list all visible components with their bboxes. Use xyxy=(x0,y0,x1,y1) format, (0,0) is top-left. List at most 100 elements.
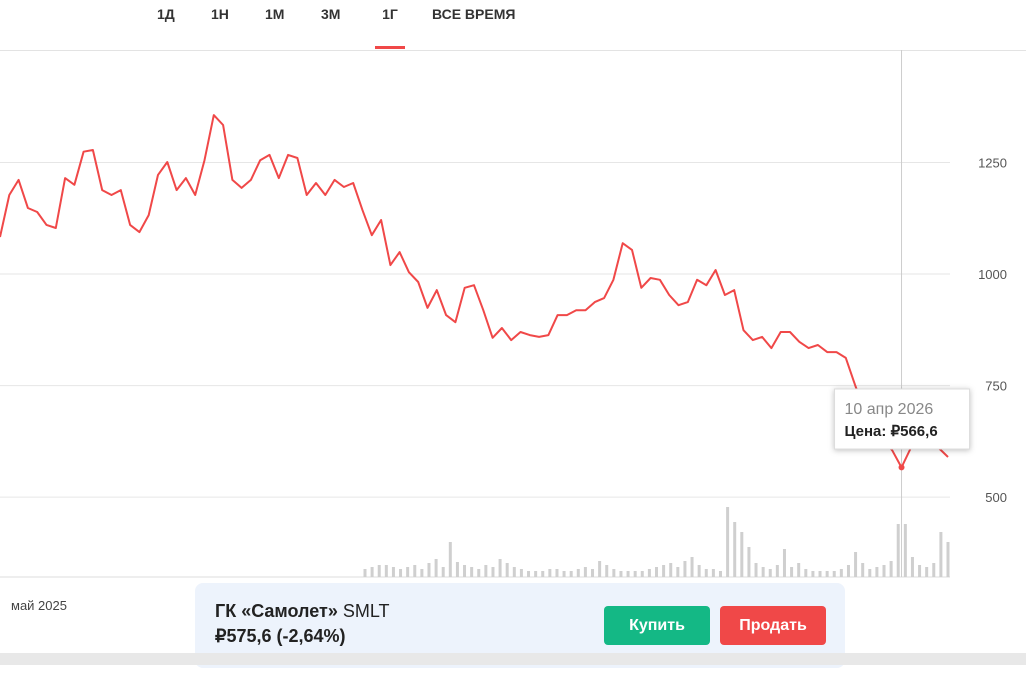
volume-bar xyxy=(925,567,929,577)
volume-bar xyxy=(818,571,822,577)
volume-bar xyxy=(541,571,545,577)
volume-bar xyxy=(726,507,730,577)
tooltip-date: 10 апр 2026 xyxy=(845,401,934,418)
volume-bar xyxy=(832,571,836,577)
volume-bar xyxy=(384,565,388,577)
volume-bar xyxy=(640,571,644,577)
volume-bar xyxy=(612,569,616,577)
ticker: SMLT xyxy=(342,601,390,621)
volume-bar xyxy=(768,569,772,577)
volume-bar xyxy=(399,569,403,577)
period-tab[interactable]: 1Г xyxy=(375,6,405,49)
volume-bar xyxy=(498,559,502,577)
price-line xyxy=(0,114,949,469)
volume-bar xyxy=(441,567,445,577)
volume-bar xyxy=(519,569,523,577)
volume-bar xyxy=(889,561,893,577)
volume-bar xyxy=(370,567,374,577)
y-tick-label: 1250 xyxy=(978,155,1007,170)
volume-bar xyxy=(704,569,708,577)
volume-bar xyxy=(598,561,602,577)
volume-bar xyxy=(910,557,914,577)
volume-bar xyxy=(413,565,417,577)
volume-bar xyxy=(662,565,666,577)
volume-bar xyxy=(477,569,481,577)
sell-button[interactable]: Продать xyxy=(720,606,826,645)
volume-bar xyxy=(918,565,922,577)
volume-bar xyxy=(420,569,424,577)
volume-bar xyxy=(605,565,609,577)
volume-bar xyxy=(782,549,786,577)
y-tick-label: 750 xyxy=(985,379,1007,394)
volume-bar xyxy=(896,524,900,577)
volume-bar xyxy=(861,563,865,577)
volume-bar xyxy=(434,559,438,577)
volume-bar xyxy=(583,567,587,577)
tooltip-box xyxy=(834,388,971,450)
volume-bar xyxy=(491,567,495,577)
volume-bar xyxy=(839,569,843,577)
volume-bar xyxy=(939,532,943,577)
period-tab[interactable]: 1М xyxy=(265,6,285,22)
volume-bar xyxy=(903,524,907,577)
volume-bar xyxy=(733,522,737,577)
volume-bar xyxy=(854,552,858,577)
volume-bar xyxy=(811,571,815,577)
volume-bar xyxy=(846,565,850,577)
volume-bar xyxy=(825,571,829,577)
volume-bar xyxy=(626,571,630,577)
volume-bar xyxy=(932,563,936,577)
tooltip-price-label: Цена: xyxy=(845,423,887,440)
volume-bar xyxy=(882,565,886,577)
volume-bar xyxy=(790,567,794,577)
y-tick-label: 1000 xyxy=(978,267,1007,282)
volume-bar xyxy=(669,563,673,577)
volume-bar xyxy=(619,571,623,577)
volume-bar xyxy=(470,567,474,577)
volume-bar xyxy=(946,542,950,577)
volume-bar xyxy=(676,567,680,577)
chart: 500 750 1000 1250 май 2025 10 апр 2026 Цена: ₽… xyxy=(0,50,1007,613)
buy-button[interactable]: Купить xyxy=(604,606,710,645)
scrollbar xyxy=(0,653,1026,665)
volume-bar xyxy=(505,563,509,577)
volume-bar xyxy=(647,569,651,577)
volume-bar xyxy=(875,567,879,577)
volume-bar xyxy=(711,569,715,577)
volume-bar xyxy=(740,532,744,577)
volume-bar xyxy=(868,569,872,577)
volume-bar xyxy=(512,567,516,577)
price: ₽575,6 xyxy=(215,626,272,646)
period-tabs: 1Д 1Н 1М 3М 1Г ВСЕ ВРЕМЯ xyxy=(0,0,1026,51)
volume-bar xyxy=(747,547,751,577)
volume-bar xyxy=(697,565,701,577)
tooltip-price-value: ₽566,6 xyxy=(891,423,938,440)
volume-bar xyxy=(718,571,722,577)
volume-bar xyxy=(391,567,395,577)
volume-bar xyxy=(484,565,488,577)
period-tab[interactable]: ВСЕ ВРЕМЯ xyxy=(432,6,516,22)
period-tab[interactable]: 1Н xyxy=(211,6,229,22)
volume-bar xyxy=(527,571,531,577)
volume-bar xyxy=(534,571,538,577)
y-tick-label: 500 xyxy=(985,490,1007,505)
volume-bar xyxy=(576,569,580,577)
instrument-price: ₽575,6 (-2,64%) xyxy=(215,626,346,647)
volume-bar xyxy=(562,571,566,577)
volume-bar xyxy=(427,563,431,577)
volume-bar xyxy=(455,562,459,577)
volume-bar xyxy=(555,569,559,577)
volume-bar xyxy=(754,563,758,577)
volume-bar xyxy=(569,571,573,577)
company: ГК «Самолет» xyxy=(215,601,338,621)
tooltip-point xyxy=(898,464,905,471)
period-tab[interactable]: 3М xyxy=(321,6,341,22)
volume-bar xyxy=(761,567,765,577)
volume-bar xyxy=(683,561,687,577)
volume-bar xyxy=(655,567,658,577)
volume-bar xyxy=(463,565,467,577)
volume-bar xyxy=(633,571,637,577)
period-tab[interactable]: 1Д xyxy=(157,6,175,22)
volume-bar xyxy=(804,569,808,577)
